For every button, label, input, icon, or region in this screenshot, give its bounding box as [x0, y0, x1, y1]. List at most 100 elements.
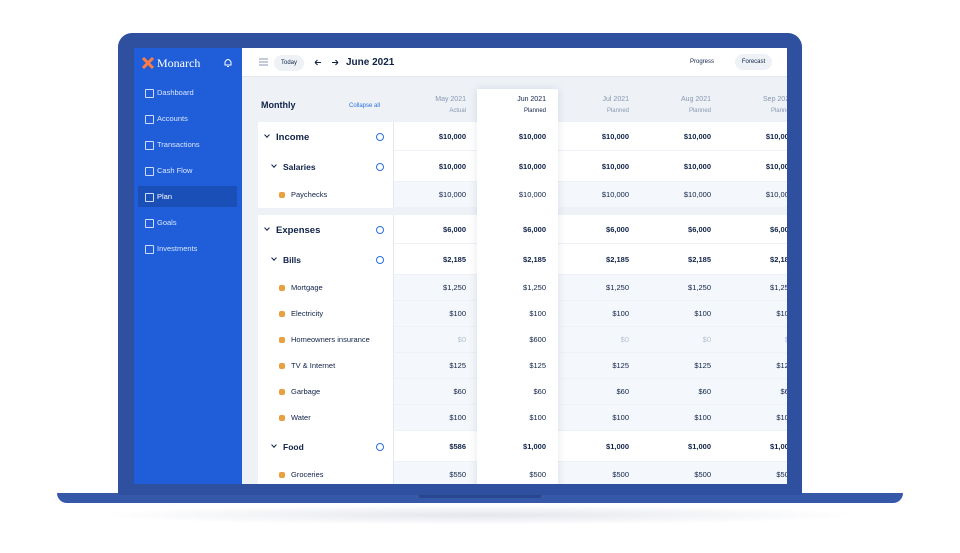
row-shade [394, 405, 787, 431]
row-shade [394, 275, 787, 301]
nav-item[interactable]: Investments [138, 238, 237, 259]
row-label: Expenses [276, 224, 321, 236]
row-label: Homeowners insurance [291, 335, 370, 344]
chevron[interactable] [271, 161, 277, 168]
add-button[interactable] [376, 225, 384, 234]
column-status: Actual [449, 108, 466, 114]
nav-icon [145, 167, 154, 176]
cell-value: $500 [529, 470, 546, 479]
nav-label: Investments [157, 244, 198, 253]
row-label: Garbage [291, 387, 321, 396]
shadow [90, 505, 870, 525]
category-icon [279, 363, 285, 369]
add-button[interactable] [376, 132, 384, 141]
highlight-column [477, 89, 558, 484]
cell-value: $60 [780, 387, 787, 396]
menu-icon[interactable] [259, 58, 268, 66]
period-select[interactable]: Monthly [261, 100, 296, 110]
column-month: May 2021 [435, 96, 466, 103]
chevron[interactable] [271, 254, 277, 261]
nav-label: Goals [157, 218, 177, 227]
cell-value: $0 [620, 335, 629, 344]
laptop-base [57, 493, 903, 503]
cell-value: $10,000 [518, 161, 546, 171]
cell-value: $500 [776, 470, 787, 479]
cell-value: $10,000 [601, 161, 629, 171]
category-icon [279, 472, 285, 478]
cell-value: $2,185 [523, 254, 546, 264]
cell-value: $100 [776, 309, 787, 318]
nav-icon [145, 141, 154, 150]
cell-value: $10,000 [438, 131, 466, 141]
row-label: Paychecks [291, 190, 328, 199]
category-icon [279, 285, 285, 291]
nav-item[interactable]: Accounts [138, 108, 237, 129]
row-label: Water [291, 413, 311, 422]
cell-value: $60 [453, 387, 466, 396]
logo-icon [142, 57, 154, 69]
nav-icon [145, 193, 154, 202]
progress-tab[interactable]: Progress [690, 59, 715, 65]
add-button[interactable] [376, 255, 384, 264]
cell-value: $1,000 [523, 441, 546, 451]
cell-value: $125 [612, 361, 629, 370]
category-icon [279, 415, 285, 421]
chevron[interactable] [271, 441, 277, 448]
chevron[interactable] [264, 131, 270, 138]
cell-value: $2,185 [770, 254, 787, 264]
cell-value: $6,000 [443, 224, 466, 234]
cell-value: $100 [529, 309, 546, 318]
cell-value: $586 [449, 441, 466, 451]
row-label: Salaries [283, 161, 316, 172]
today-button[interactable]: Today [274, 55, 304, 71]
add-button[interactable] [376, 162, 384, 171]
screen: Monarch Dashboard Accounts Transactions Cas… [134, 48, 787, 484]
nav-item[interactable]: Dashboard [138, 82, 237, 103]
nav-item[interactable]: Goals [138, 212, 237, 233]
cell-value: $100 [776, 413, 787, 422]
cell-value: $500 [612, 470, 629, 479]
cell-value: $6,000 [688, 224, 711, 234]
cell-value: $0 [784, 335, 787, 344]
category-icon [279, 192, 285, 198]
label-card: Income Salaries Paychecks [258, 122, 394, 208]
row-label: TV & Internet [291, 361, 336, 370]
cell-value: $1,250 [606, 283, 629, 292]
nav-arrows[interactable] [314, 59, 340, 66]
bell-icon[interactable] [223, 57, 233, 68]
cell-value: $500 [694, 470, 711, 479]
row-label: Mortgage [291, 283, 323, 292]
add-button[interactable] [376, 442, 384, 451]
cell-value: $0 [702, 335, 711, 344]
cell-value: $6,000 [770, 224, 787, 234]
row-shade [394, 353, 787, 379]
cell-value: $10,000 [518, 190, 546, 199]
nav-item[interactable]: Transactions [138, 134, 237, 155]
cell-value: $10,000 [683, 190, 711, 199]
cell-value: $100 [449, 309, 466, 318]
sidebar: Monarch Dashboard Accounts Transactions Cas… [134, 48, 242, 484]
cell-value: $1,250 [688, 283, 711, 292]
cell-value: $1,000 [770, 441, 787, 451]
nav-item[interactable]: Plan [138, 186, 237, 207]
cell-value: $125 [449, 361, 466, 370]
top-bar: Today June 2021 Progress Forecast [242, 48, 787, 77]
cell-value: $125 [776, 361, 787, 370]
laptop-notch [418, 494, 542, 498]
nav-icon [145, 89, 154, 98]
cell-value: $10,000 [683, 131, 711, 141]
collapse-all[interactable]: Collapse all [349, 103, 381, 109]
plan-table: Monthly Collapse all May 2021 Actual Jun 202… [134, 48, 787, 484]
column-status: Planned [770, 108, 787, 114]
cell-value: $600 [529, 335, 546, 344]
forecast-button[interactable]: Forecast [735, 54, 772, 70]
nav-item[interactable]: Cash Flow [138, 160, 237, 181]
row-label: Food [283, 441, 304, 452]
nav-label: Accounts [157, 114, 188, 123]
cell-value: $100 [694, 413, 711, 422]
cell-value: $10,000 [765, 161, 787, 171]
category-icon [279, 389, 285, 395]
chevron[interactable] [264, 224, 270, 231]
column-status: Planned [606, 108, 629, 114]
